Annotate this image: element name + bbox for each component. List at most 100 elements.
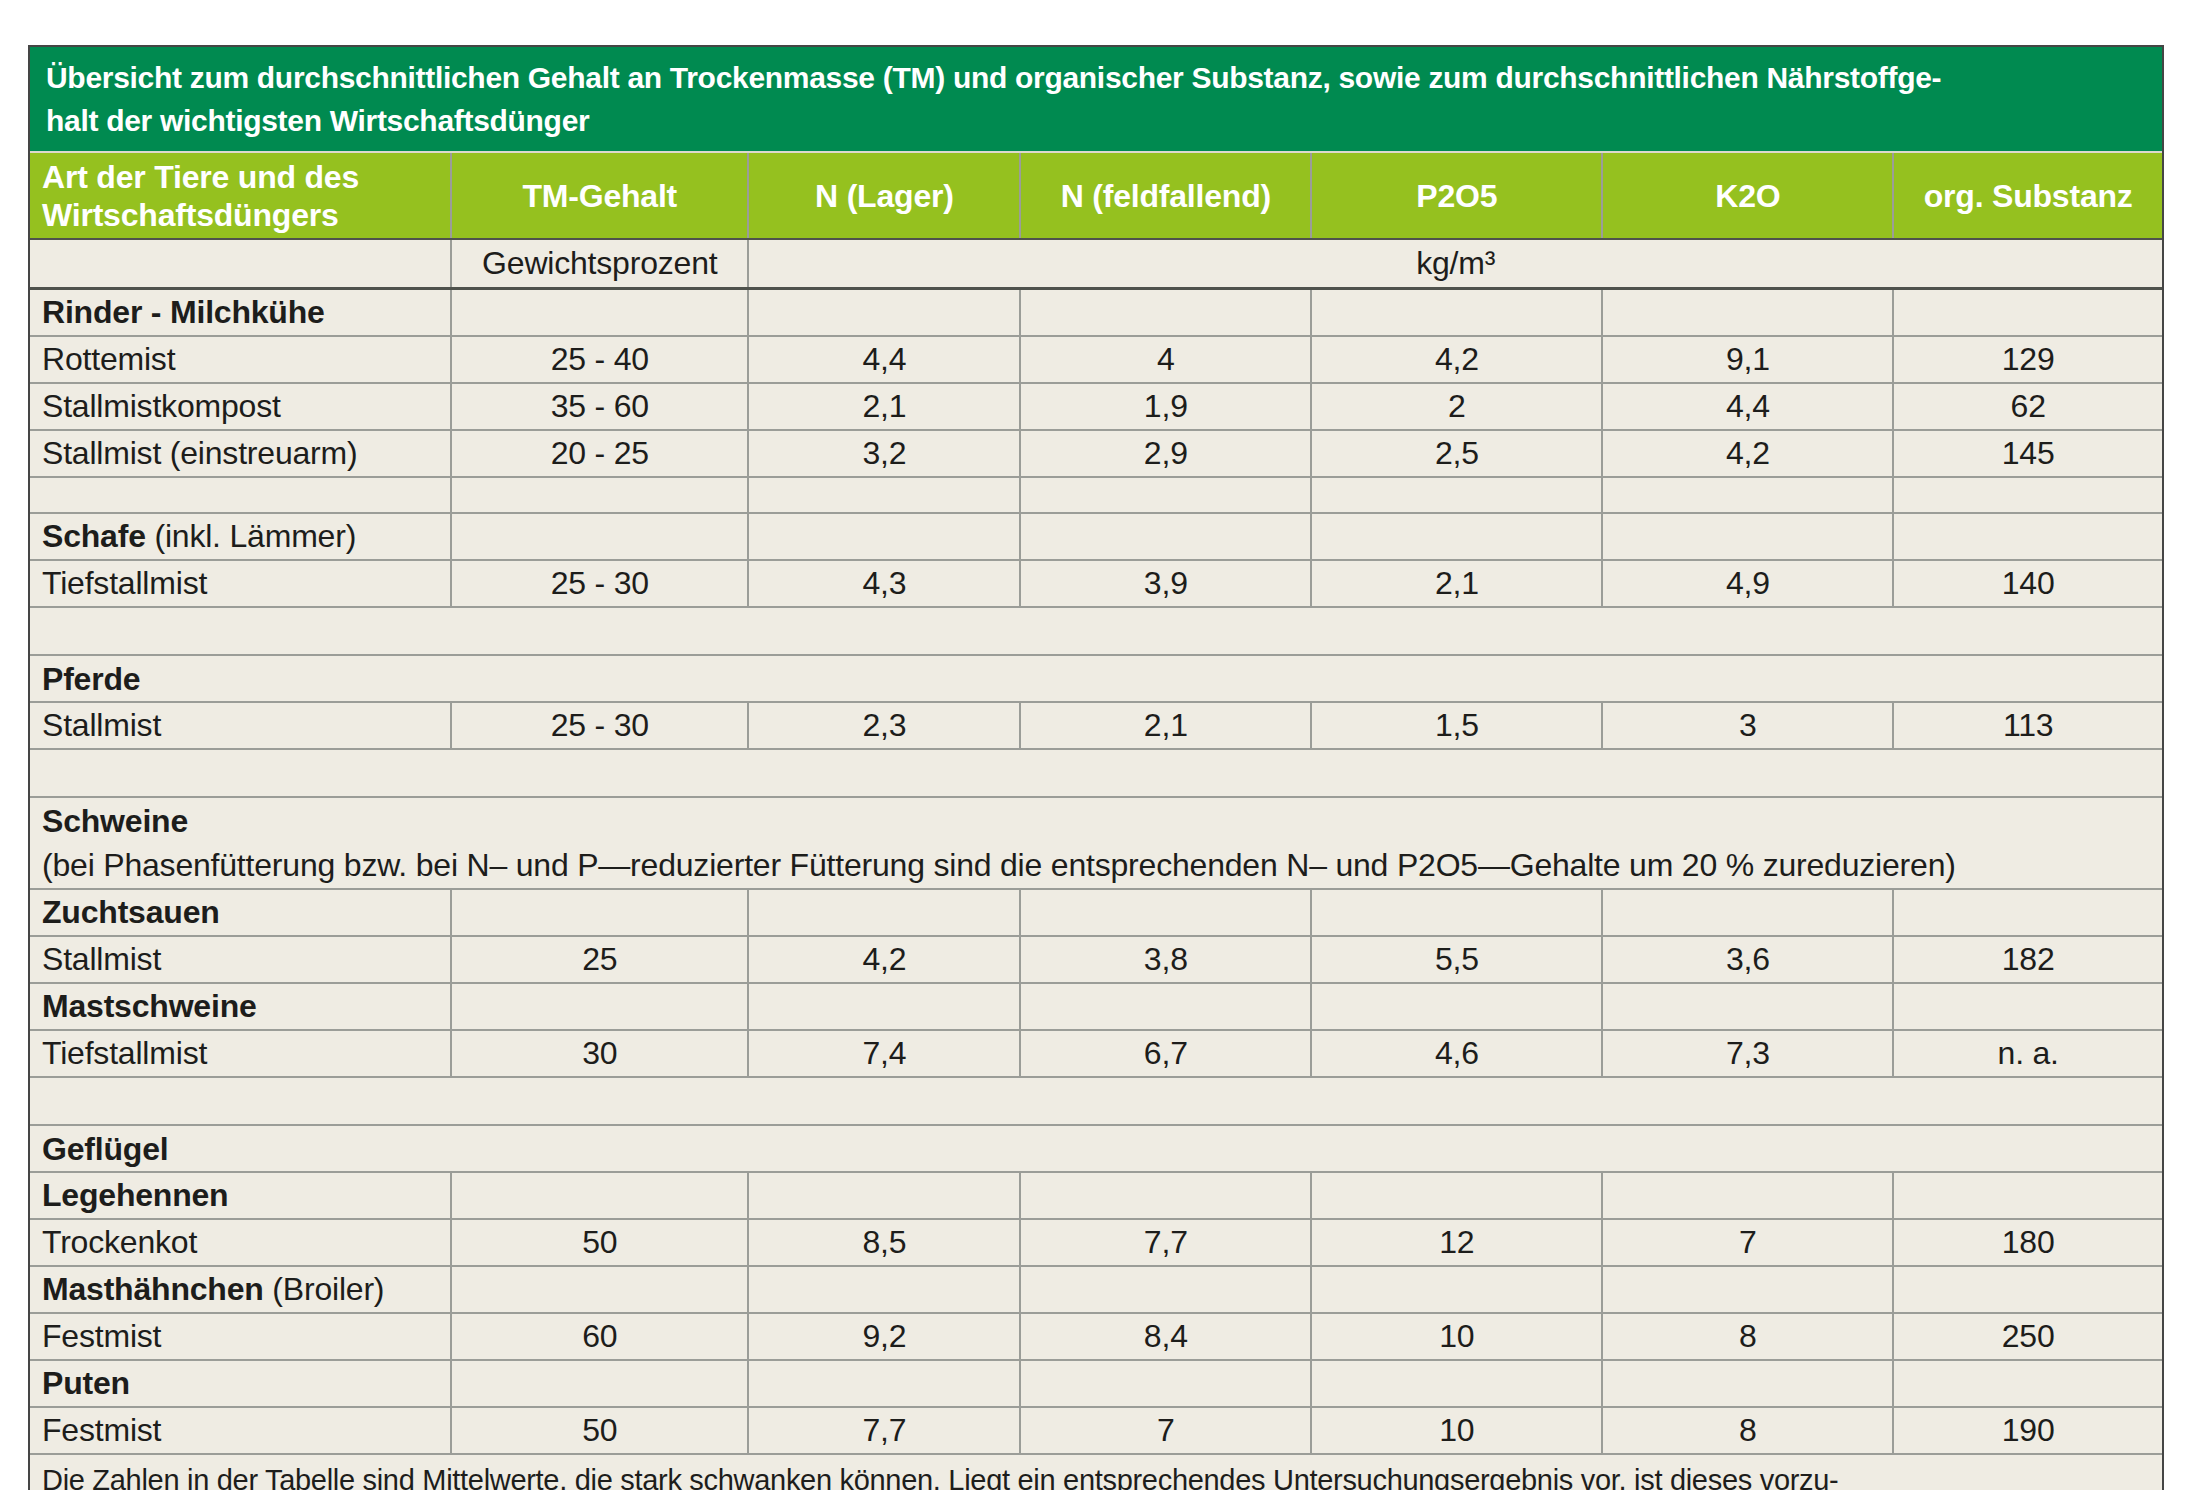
column-header-k2o: K2O bbox=[1602, 152, 1893, 239]
row-data: Stallmistkompost35 - 602,11,924,462 bbox=[30, 383, 2162, 430]
fertilizer-table: Übersicht zum durchschnittlichen Gehalt … bbox=[30, 47, 2162, 1490]
value-cell bbox=[451, 289, 748, 337]
value-cell: 3,2 bbox=[748, 430, 1020, 477]
row-section: Zuchtsauen bbox=[30, 889, 2162, 936]
value-cell bbox=[1602, 1172, 1893, 1219]
unit-empty-cell bbox=[30, 239, 451, 289]
value-cell: 4,2 bbox=[1311, 336, 1602, 383]
section-heading-cell: Geflügel bbox=[30, 1125, 2162, 1172]
value-cell: 3,6 bbox=[1602, 936, 1893, 983]
value-cell: 2,3 bbox=[748, 702, 1020, 749]
value-cell: 250 bbox=[1893, 1313, 2162, 1360]
table-footnote: Die Zahlen in der Tabelle sind Mittelwer… bbox=[30, 1454, 2162, 1490]
value-cell: 7,4 bbox=[748, 1030, 1020, 1077]
spacer-cell bbox=[30, 1077, 2162, 1125]
value-cell bbox=[1020, 1172, 1311, 1219]
section-heading-cell: Pferde bbox=[30, 655, 2162, 702]
value-cell bbox=[748, 1172, 1020, 1219]
row-label-cell: Stallmist bbox=[30, 936, 451, 983]
row-section: Mastschweine bbox=[30, 983, 2162, 1030]
column-header-p2o5: P2O5 bbox=[1311, 152, 1602, 239]
value-cell: 10 bbox=[1311, 1313, 1602, 1360]
value-cell bbox=[1311, 1360, 1602, 1407]
value-cell: 190 bbox=[1893, 1407, 2162, 1454]
value-cell bbox=[1602, 1266, 1893, 1313]
value-cell: 4,4 bbox=[1602, 383, 1893, 430]
section-label-cell: Rinder - Milchkühe bbox=[30, 289, 451, 337]
value-cell bbox=[1311, 289, 1602, 337]
row-label-cell: Stallmist (einstreuarm) bbox=[30, 430, 451, 477]
value-cell: 7,7 bbox=[748, 1407, 1020, 1454]
section-label-cell: Mastschweine bbox=[30, 983, 451, 1030]
value-cell: 3 bbox=[1602, 702, 1893, 749]
value-cell bbox=[748, 1360, 1020, 1407]
row-label-cell: Tiefstallmist bbox=[30, 1030, 451, 1077]
section-label-cell: Masthähnchen (Broiler) bbox=[30, 1266, 451, 1313]
value-cell: 12 bbox=[1311, 1219, 1602, 1266]
value-cell bbox=[1602, 1360, 1893, 1407]
value-cell: 25 - 30 bbox=[451, 702, 748, 749]
row-data: Tiefstallmist307,46,74,67,3n. a. bbox=[30, 1030, 2162, 1077]
value-cell: 9,1 bbox=[1602, 336, 1893, 383]
section-label-cell: Puten bbox=[30, 1360, 451, 1407]
unit-weight-percent: Gewichtsprozent bbox=[451, 239, 748, 289]
value-cell bbox=[748, 289, 1020, 337]
value-cell bbox=[451, 513, 748, 560]
value-cell: 2,1 bbox=[748, 383, 1020, 430]
value-cell: 7,7 bbox=[1020, 1219, 1311, 1266]
table-title: Übersicht zum durchschnittlichen Gehalt … bbox=[30, 47, 2162, 152]
empty-cell bbox=[1893, 477, 2162, 513]
row-label-cell: Rottemist bbox=[30, 336, 451, 383]
value-cell: 62 bbox=[1893, 383, 2162, 430]
unit-row: Gewichtsprozent kg/m³ bbox=[30, 239, 2162, 289]
value-cell: 2,5 bbox=[1311, 430, 1602, 477]
row-label-cell: Festmist bbox=[30, 1407, 451, 1454]
table-title-line2: halt der wichtigsten Wirtschaftsdünger bbox=[46, 99, 2146, 142]
value-cell bbox=[1893, 1360, 2162, 1407]
value-cell: 180 bbox=[1893, 1219, 2162, 1266]
value-cell bbox=[451, 889, 748, 936]
value-cell: 7,3 bbox=[1602, 1030, 1893, 1077]
value-cell: 4,9 bbox=[1602, 560, 1893, 607]
value-cell: 9,2 bbox=[748, 1313, 1020, 1360]
value-cell bbox=[1311, 983, 1602, 1030]
value-cell: 8 bbox=[1602, 1407, 1893, 1454]
row-full: Schweine(bei Phasenfütterung bzw. bei N–… bbox=[30, 797, 2162, 889]
section-heading-cell: Schweine(bei Phasenfütterung bzw. bei N–… bbox=[30, 797, 2162, 889]
row-section: Puten bbox=[30, 1360, 2162, 1407]
value-cell bbox=[451, 983, 748, 1030]
value-cell: 4,2 bbox=[748, 936, 1020, 983]
value-cell bbox=[1893, 889, 2162, 936]
value-cell: 182 bbox=[1893, 936, 2162, 983]
empty-cell bbox=[30, 477, 451, 513]
value-cell bbox=[1020, 1360, 1311, 1407]
value-cell: 6,7 bbox=[1020, 1030, 1311, 1077]
empty-cell bbox=[748, 477, 1020, 513]
row-data: Trockenkot508,57,7127180 bbox=[30, 1219, 2162, 1266]
empty-cell bbox=[1311, 477, 1602, 513]
value-cell: 30 bbox=[451, 1030, 748, 1077]
value-cell bbox=[1893, 1266, 2162, 1313]
value-cell: 8,5 bbox=[748, 1219, 1020, 1266]
fertilizer-table-wrapper: Übersicht zum durchschnittlichen Gehalt … bbox=[28, 45, 2164, 1490]
section-note-text: (bei Phasenfütterung bzw. bei N– und P—r… bbox=[30, 843, 2162, 887]
row-data: Stallmist (einstreuarm)20 - 253,22,92,54… bbox=[30, 430, 2162, 477]
value-cell bbox=[1020, 513, 1311, 560]
value-cell: 50 bbox=[451, 1219, 748, 1266]
column-header-org-substanz: org. Substanz bbox=[1893, 152, 2162, 239]
section-heading-text: Geflügel bbox=[30, 1127, 2162, 1171]
section-heading-text: Schweine bbox=[30, 799, 2162, 843]
value-cell bbox=[1893, 983, 2162, 1030]
column-header-animal-type: Art der Tiere und des Wirtschaftsdüngers bbox=[30, 152, 451, 239]
value-cell bbox=[1893, 513, 2162, 560]
value-cell bbox=[1020, 289, 1311, 337]
value-cell: 50 bbox=[451, 1407, 748, 1454]
row-data: Rottemist25 - 404,444,29,1129 bbox=[30, 336, 2162, 383]
value-cell bbox=[1311, 1266, 1602, 1313]
row-full: Pferde bbox=[30, 655, 2162, 702]
value-cell: 8 bbox=[1602, 1313, 1893, 1360]
value-cell bbox=[1020, 1266, 1311, 1313]
value-cell: 4 bbox=[1020, 336, 1311, 383]
row-section: Rinder - Milchkühe bbox=[30, 289, 2162, 337]
row-section: Legehennen bbox=[30, 1172, 2162, 1219]
